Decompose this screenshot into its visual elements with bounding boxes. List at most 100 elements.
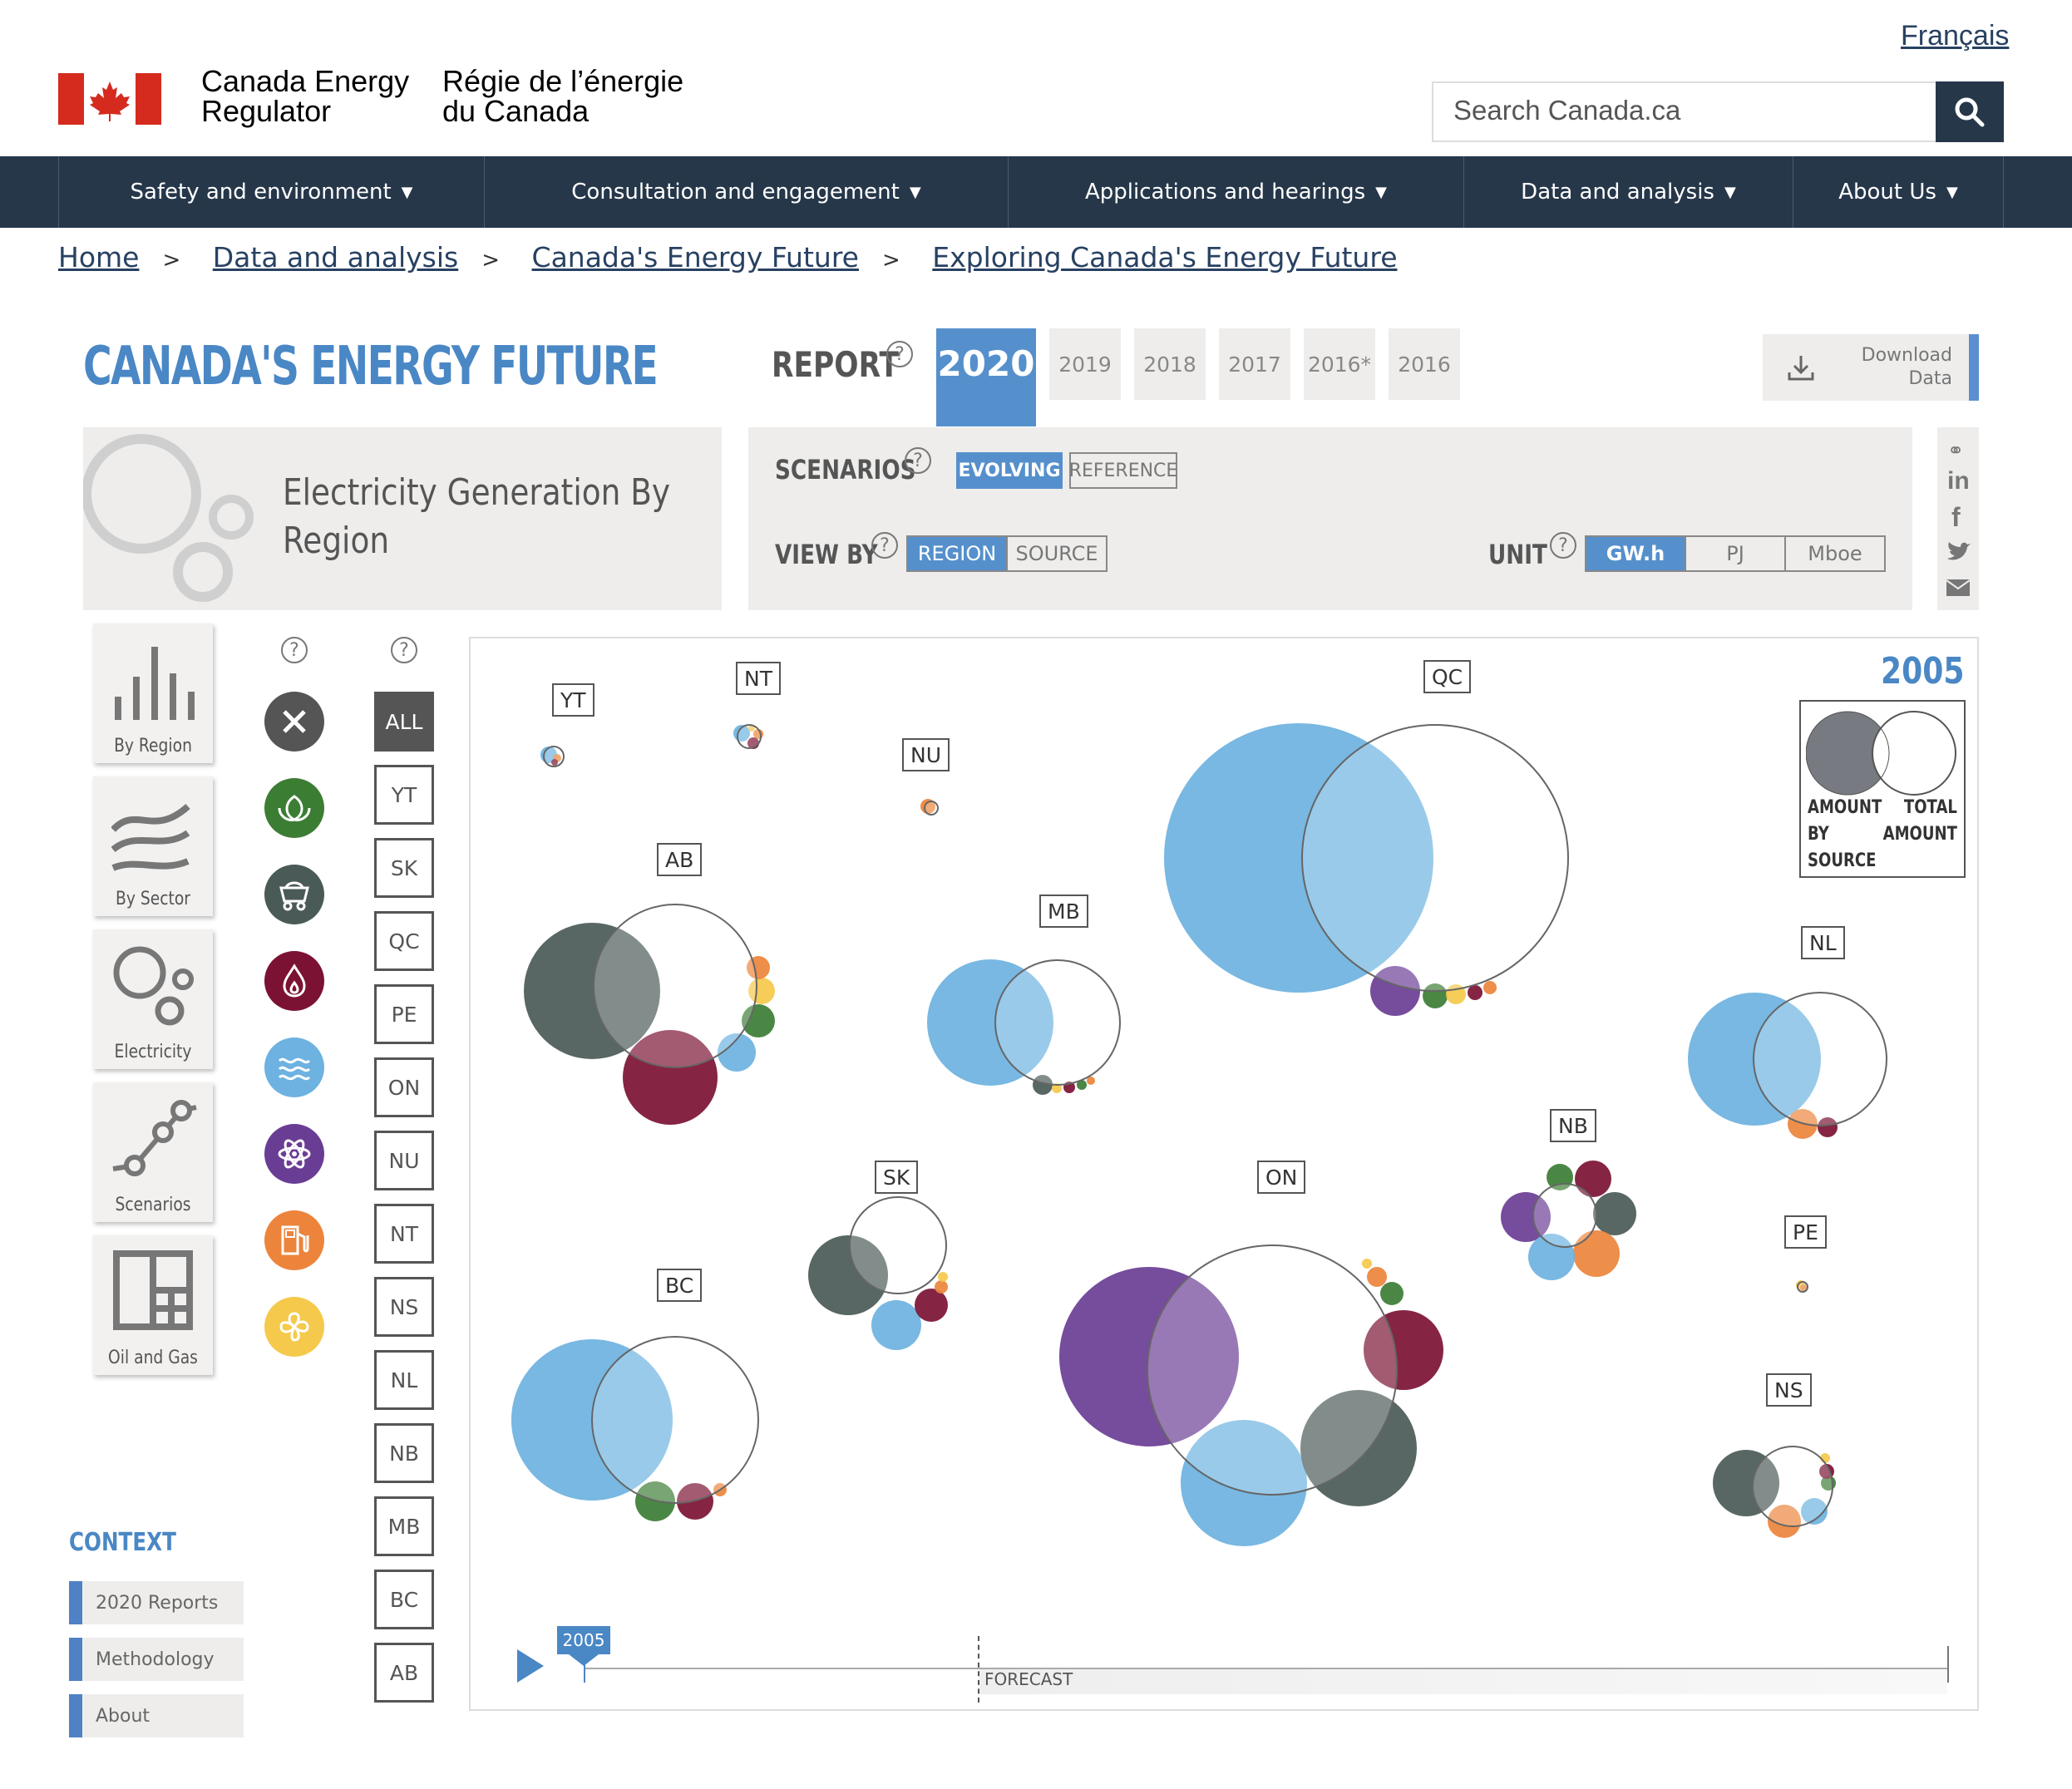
context-link-about[interactable]: About <box>69 1694 244 1737</box>
source-bubble-oil[interactable] <box>1087 1077 1095 1085</box>
source-bubble-gas[interactable] <box>551 759 558 766</box>
source-bubble-coal[interactable] <box>1593 1192 1636 1235</box>
region-filter-qc[interactable]: QC <box>374 911 434 971</box>
menu-consultation[interactable]: Consultation and engagement ▼ <box>484 156 1008 228</box>
side-nav-oil-and-gas[interactable]: Oil and Gas <box>93 1235 213 1375</box>
scenarios-help-icon[interactable]: ? <box>905 447 931 474</box>
report-help-icon[interactable]: ? <box>886 341 913 367</box>
language-toggle-link[interactable]: Français <box>1901 20 2010 52</box>
source-bubble-nuclear[interactable] <box>1370 966 1420 1016</box>
source-bubble-biomass[interactable] <box>742 1004 775 1037</box>
breadcrumb-exploring[interactable]: Exploring Canada's Energy Future <box>932 241 1398 274</box>
source-bubble-gas[interactable] <box>915 1289 948 1322</box>
source-bubble-coal[interactable] <box>524 923 660 1059</box>
report-year-2019[interactable]: 2019 <box>1049 328 1121 400</box>
unit-mboe[interactable]: Mboe <box>1808 542 1862 565</box>
source-bubble-oil[interactable] <box>1768 1505 1801 1538</box>
gas-flame-icon[interactable] <box>264 951 324 1011</box>
source-bubble-gas[interactable] <box>1818 1117 1838 1137</box>
source-bubble-solar[interactable] <box>938 1272 948 1282</box>
twitter-icon[interactable] <box>1946 540 1972 564</box>
regions-help-icon[interactable]: ? <box>391 637 417 663</box>
source-bubble-hydro[interactable] <box>718 1033 756 1072</box>
source-bubble-hydro[interactable] <box>1181 1420 1307 1546</box>
source-bubble-oil[interactable] <box>1573 1230 1620 1277</box>
menu-applications[interactable]: Applications and hearings ▼ <box>1008 156 1463 228</box>
facebook-icon[interactable]: f <box>1951 502 1961 532</box>
view-by-region[interactable]: REGION <box>908 537 1008 570</box>
side-nav-scenarios[interactable]: Scenarios <box>93 1082 213 1222</box>
region-bubble-sk[interactable] <box>808 1196 948 1350</box>
report-year-2020[interactable]: 2020 <box>936 328 1036 426</box>
source-bubble-nuclear[interactable] <box>1501 1192 1551 1242</box>
breadcrumb-home[interactable]: Home <box>58 241 140 274</box>
timeline-current-year[interactable]: 2005 <box>557 1626 610 1654</box>
report-year-2016-star[interactable]: 2016* <box>1304 328 1375 400</box>
timeline-track[interactable] <box>584 1668 1947 1669</box>
region-bubble-nb[interactable] <box>1501 1161 1636 1280</box>
view-by-help-icon[interactable]: ? <box>871 532 898 559</box>
region-bubble-nl[interactable] <box>1688 992 1887 1139</box>
search-button[interactable] <box>1936 81 2004 142</box>
region-bubble-pe[interactable] <box>1796 1280 1808 1293</box>
source-bubble-biomass[interactable] <box>1423 983 1448 1008</box>
solar-wind-pinwheel-icon[interactable] <box>264 1297 324 1357</box>
region-filter-nu[interactable]: NU <box>374 1131 434 1190</box>
report-year-2016[interactable]: 2016 <box>1389 328 1460 400</box>
source-bubble-gas[interactable] <box>1575 1161 1611 1197</box>
region-filter-bc[interactable]: BC <box>374 1570 434 1629</box>
menu-about-us[interactable]: About Us ▼ <box>1793 156 2004 228</box>
source-bubble-hydro[interactable] <box>1528 1234 1575 1280</box>
view-by-source[interactable]: SOURCE <box>1015 542 1098 565</box>
source-bubble-oil[interactable] <box>1483 981 1497 994</box>
region-bubble-nu[interactable] <box>920 799 939 816</box>
region-bubble-qc[interactable] <box>1164 723 1569 1016</box>
side-nav-by-sector[interactable]: By Sector <box>93 776 213 916</box>
source-bubble-hydro[interactable] <box>1801 1498 1828 1525</box>
source-bubble-solar[interactable] <box>1052 1083 1062 1093</box>
scenario-reference[interactable]: REFERENCE <box>1069 452 1177 489</box>
source-bubble-nuclear[interactable] <box>1059 1267 1239 1446</box>
nuclear-atom-icon[interactable] <box>264 1124 324 1184</box>
menu-safety-environment[interactable]: Safety and environment ▼ <box>58 156 484 228</box>
source-bubble-hydro[interactable] <box>927 959 1053 1086</box>
sources-help-icon[interactable]: ? <box>281 637 308 663</box>
region-filter-pe[interactable]: PE <box>374 984 434 1044</box>
source-bubble-gas[interactable] <box>1468 985 1482 1000</box>
biomass-leaf-icon[interactable] <box>264 778 324 838</box>
region-bubble-bc[interactable] <box>511 1336 759 1521</box>
source-bubble-hydro[interactable] <box>1164 723 1433 993</box>
region-bubble-yt[interactable] <box>540 746 565 767</box>
region-filter-nt[interactable]: NT <box>374 1204 434 1264</box>
region-filter-nb[interactable]: NB <box>374 1423 434 1483</box>
source-bubble-solar[interactable] <box>1362 1259 1372 1269</box>
source-bubble-oil[interactable] <box>1800 1284 1807 1291</box>
region-bubble-nt[interactable] <box>733 724 763 749</box>
unit-gwh[interactable]: GW.h <box>1586 537 1686 570</box>
region-filter-sk[interactable]: SK <box>374 838 434 898</box>
coal-cart-icon[interactable] <box>264 865 324 924</box>
region-bubble-ns[interactable] <box>1713 1446 1836 1538</box>
scenario-evolving[interactable]: EVOLVING <box>956 452 1063 489</box>
report-year-2018[interactable]: 2018 <box>1134 328 1206 400</box>
oil-pump-icon[interactable] <box>264 1210 324 1270</box>
source-bubble-biomass[interactable] <box>1077 1080 1087 1090</box>
breadcrumb-data-analysis[interactable]: Data and analysis <box>212 241 459 274</box>
email-icon[interactable] <box>1946 579 1971 597</box>
search-input[interactable]: Search Canada.ca <box>1432 81 1937 142</box>
source-bubble-coal[interactable] <box>1300 1390 1417 1506</box>
source-bubble-coal[interactable] <box>1033 1075 1053 1095</box>
link-icon[interactable]: ⚭ <box>1947 439 1965 462</box>
region-filter-all[interactable]: ALL <box>374 692 434 752</box>
side-nav-electricity[interactable]: Electricity <box>93 929 213 1069</box>
report-year-2017[interactable]: 2017 <box>1219 328 1290 400</box>
region-filter-mb[interactable]: MB <box>374 1496 434 1556</box>
region-filter-nl[interactable]: NL <box>374 1350 434 1410</box>
side-nav-by-region[interactable]: By Region <box>93 623 213 763</box>
clear-sources-icon[interactable] <box>264 692 324 752</box>
play-icon[interactable] <box>514 1648 547 1684</box>
region-filter-yt[interactable]: YT <box>374 765 434 825</box>
hydro-waves-icon[interactable] <box>264 1037 324 1097</box>
linkedin-icon[interactable]: in <box>1947 467 1970 495</box>
source-bubble-oil[interactable] <box>935 1280 948 1294</box>
